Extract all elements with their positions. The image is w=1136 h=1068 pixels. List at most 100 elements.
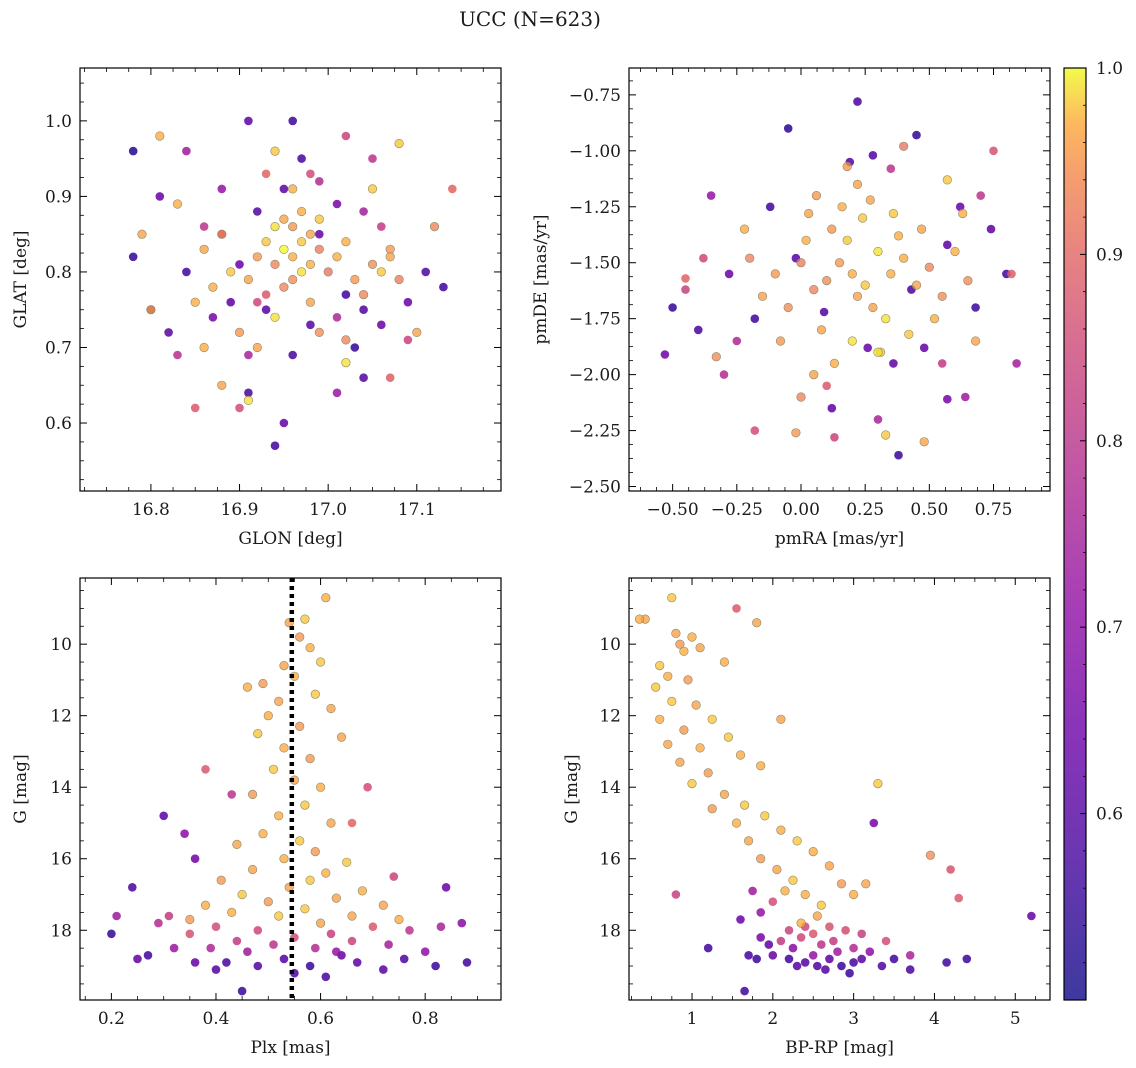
data-point [232,839,242,850]
data-point [448,184,457,194]
colorbar-tick-label: 0.6 [1096,805,1123,825]
panel-plx: 0.2 0.4 0.6 0.8 10 12 14 16 18 Plx [mas] G [mag] [11,577,502,1058]
data-point [950,246,960,257]
data-point [279,954,289,964]
data-point [258,678,268,689]
y-tick-label: 18 [50,921,72,941]
data-point [711,352,721,362]
data-point [206,943,215,953]
data-point [808,951,818,960]
data-point [699,253,708,263]
data-point [845,968,854,978]
data-point [315,177,324,186]
y-tick-label: −2.00 [569,366,621,386]
x-tick-label: 1 [687,1009,698,1029]
data-point [825,922,834,931]
data-point [750,314,760,324]
data-point [873,415,883,424]
x-tick-label: 4 [929,1009,940,1029]
data-point [888,208,899,219]
data-point [297,237,307,247]
data-point [894,450,903,460]
data-point [243,274,253,285]
data-point [146,305,156,315]
data-point [849,943,858,953]
data-point [893,231,904,241]
data-point [341,335,351,345]
y-tick-label: 16 [50,850,72,870]
data-point [857,929,866,939]
y-tick-label: 16 [599,850,621,870]
data-point [813,961,822,971]
data-point [263,711,273,721]
x-axis-label: GLON [deg] [238,529,342,549]
data-point [724,269,734,279]
data-point [829,936,838,946]
data-point [321,972,331,982]
data-point [719,657,730,667]
data-point [137,229,147,239]
data-point [164,911,174,921]
data-point [326,818,336,828]
data-point [279,244,289,254]
data-point [829,358,840,369]
data-point [822,276,832,286]
data-point [441,883,451,892]
data-point [819,307,829,317]
data-point [403,297,413,307]
data-point [1007,269,1016,279]
data-point [359,290,369,300]
data-point [253,961,263,971]
data-point [963,276,973,286]
data-point [436,922,446,931]
data-point [943,394,952,404]
data-point [821,965,830,974]
data-point [849,958,858,967]
data-point [269,940,278,949]
data-point [314,327,324,338]
data-point [703,768,713,778]
data-point [706,191,716,200]
x-axis-label: BP-RP [mag] [785,1038,894,1058]
data-point [199,342,209,353]
data-point [405,926,414,935]
data-point [359,207,368,216]
data-point [316,782,326,792]
data-point [869,818,879,828]
data-point [244,388,253,398]
data-point [768,897,778,906]
data-point [946,865,955,874]
data-point [253,926,263,935]
data-point [305,229,316,239]
data-point [796,392,806,402]
data-point [675,639,685,649]
y-tick-label: −0.75 [569,86,621,106]
data-point [315,229,324,239]
data-point [671,890,681,899]
data-point [270,312,280,322]
panel-lonlat: 16.8 16.9 17.0 17.1 0.6 0.7 0.8 0.9 1.0 GLON [deg… [11,67,502,549]
data-point [253,728,263,739]
x-tick-label: 0.75 [975,500,1013,520]
data-point [347,936,357,946]
data-point [216,875,226,885]
data-point [316,918,326,928]
data-point [841,926,850,935]
data-point [770,269,780,279]
x-tick-label: 0.6 [307,1009,334,1029]
data-point [937,291,947,301]
y-tick-label: 10 [50,635,72,655]
data-point [295,721,305,732]
x-tick-label: 17.0 [309,500,347,520]
data-point [261,290,271,299]
data-point [667,593,677,603]
data-point [937,359,947,368]
data-point [830,433,839,442]
data-point [305,961,315,971]
data-point [268,764,279,774]
data-point [863,343,872,353]
data-point [394,914,404,925]
data-point [169,943,179,953]
data-point [274,811,284,821]
data-point [321,868,331,878]
